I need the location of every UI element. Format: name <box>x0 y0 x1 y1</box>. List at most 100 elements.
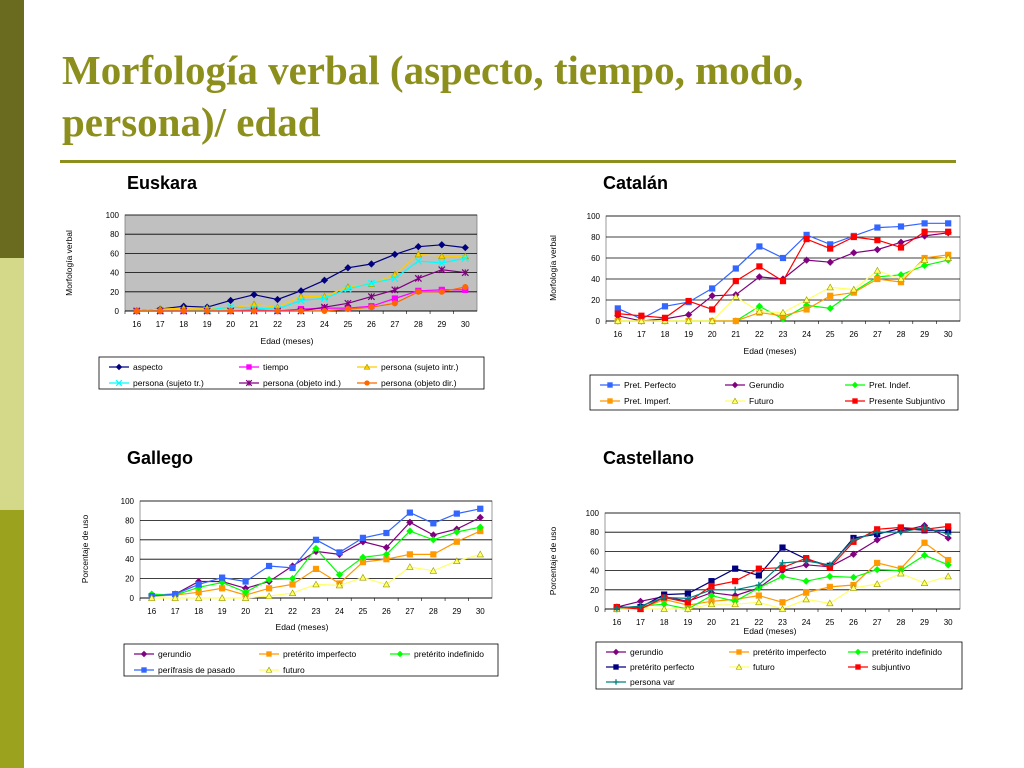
data-point <box>476 513 484 522</box>
data-point <box>265 585 273 592</box>
x-tick-label: 26 <box>849 330 858 339</box>
data-point <box>344 306 351 313</box>
x-tick-label: 25 <box>358 607 367 616</box>
x-tick-label: 26 <box>849 618 858 627</box>
decor-band-middle <box>0 258 24 510</box>
y-axis-title: Morfología verbal <box>64 230 74 296</box>
data-point <box>344 299 352 307</box>
y-tick-label: 60 <box>590 547 599 556</box>
data-point <box>803 306 810 313</box>
x-tick-label: 27 <box>390 320 399 329</box>
data-point <box>406 518 414 526</box>
y-tick-label: 80 <box>110 230 119 239</box>
data-point <box>274 307 281 315</box>
data-point <box>826 583 833 591</box>
data-point <box>453 510 460 517</box>
legend-label: Presente Subjuntivo <box>869 396 945 406</box>
data-point <box>755 598 763 606</box>
data-point <box>219 574 226 581</box>
legend-label: perífrasis de pasado <box>158 665 235 675</box>
data-point <box>453 528 461 536</box>
data-point <box>873 580 881 587</box>
legend-label: persona (objeto dir.) <box>381 378 457 388</box>
y-tick-label: 40 <box>590 567 599 576</box>
x-tick-label: 24 <box>802 330 811 339</box>
data-point <box>921 539 928 546</box>
legend-label: pretérito imperfecto <box>753 647 826 657</box>
data-point <box>920 261 929 269</box>
data-point <box>661 314 669 321</box>
data-point <box>709 306 716 313</box>
x-tick-label: 24 <box>335 607 344 616</box>
data-point <box>414 243 422 251</box>
data-point <box>827 292 834 299</box>
data-point <box>359 573 367 581</box>
y-tick-label: 100 <box>106 211 120 220</box>
data-point <box>614 310 621 317</box>
data-point <box>438 241 446 249</box>
data-point <box>944 534 952 542</box>
legend-marker <box>140 650 148 658</box>
y-tick-label: 0 <box>596 317 601 326</box>
data-point <box>477 505 484 512</box>
data-point <box>180 307 187 315</box>
legend-marker <box>851 381 859 389</box>
legend-marker <box>364 380 370 386</box>
x-axis-title: Edad (meses) <box>744 346 797 356</box>
data-point <box>873 245 882 254</box>
legend-label: Gerundio <box>749 380 784 390</box>
chart-title-euskara: Euskara <box>127 173 198 193</box>
data-point <box>414 257 422 265</box>
data-point <box>873 266 882 274</box>
y-tick-label: 0 <box>115 307 120 316</box>
data-point <box>920 579 929 586</box>
x-tick-label: 19 <box>683 618 692 627</box>
y-tick-label: 80 <box>590 528 599 537</box>
y-axis-title: Porcentaje de uso <box>80 514 90 583</box>
x-tick-label: 19 <box>684 330 693 339</box>
data-point <box>944 572 952 580</box>
x-tick-label: 26 <box>382 607 391 616</box>
data-point <box>391 300 398 307</box>
x-tick-label: 30 <box>944 330 953 339</box>
y-tick-label: 40 <box>125 555 134 564</box>
x-tick-label: 23 <box>297 320 306 329</box>
data-point <box>779 308 787 316</box>
x-tick-label: 17 <box>636 618 645 627</box>
x-tick-label: 28 <box>414 320 423 329</box>
x-tick-label: 29 <box>920 330 929 339</box>
data-point <box>921 220 928 227</box>
data-point <box>429 567 438 574</box>
x-tick-label: 20 <box>707 618 716 627</box>
data-point <box>335 571 344 579</box>
data-point <box>406 527 414 535</box>
data-point <box>613 604 621 612</box>
data-point <box>802 561 810 569</box>
x-axis-title: Edad (meses) <box>276 622 329 632</box>
x-tick-label: 29 <box>437 320 446 329</box>
data-point <box>920 551 929 559</box>
data-point <box>826 304 834 313</box>
x-tick-label: 24 <box>320 320 329 329</box>
legend-marker <box>731 381 739 389</box>
y-tick-label: 40 <box>110 269 119 278</box>
data-point <box>802 256 811 264</box>
data-point <box>391 270 399 278</box>
data-point <box>827 245 834 252</box>
data-point <box>755 592 762 599</box>
y-tick-label: 60 <box>591 254 600 263</box>
data-point <box>368 304 375 311</box>
x-tick-label: 27 <box>873 618 882 627</box>
data-point <box>850 536 857 544</box>
legend-label: Futuro <box>749 396 774 406</box>
data-point <box>707 591 716 600</box>
data-point <box>779 544 786 551</box>
data-point <box>438 252 446 260</box>
data-point <box>850 249 858 257</box>
decor-band-bottom <box>0 510 24 768</box>
legend-marker <box>266 651 272 657</box>
data-point <box>779 559 786 567</box>
data-point <box>406 563 414 570</box>
data-point <box>944 254 952 261</box>
